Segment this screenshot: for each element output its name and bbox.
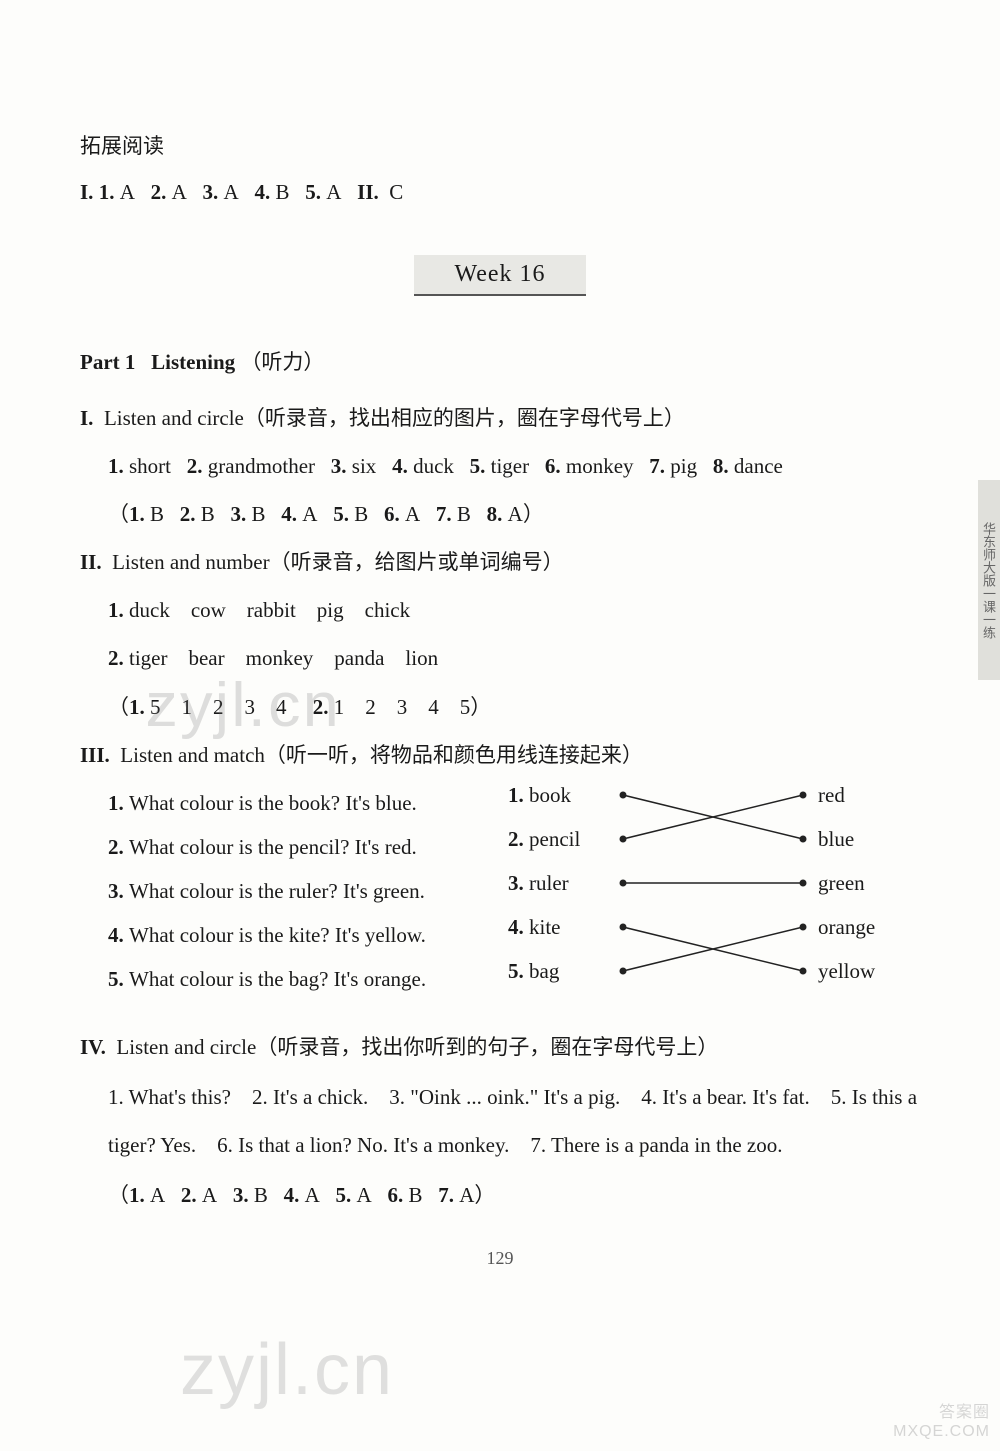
q3-match-diagram: 1. book 2. pencil 3. ruler 4. kite 5. bag red… xyxy=(508,781,898,1011)
q3-zh: （听一听，将物品和颜色用线连接起来） xyxy=(265,743,643,767)
q3-header: III. Listen and match（听一听，将物品和颜色用线连接起来） xyxy=(80,733,920,777)
match-left-label: 5. bag xyxy=(508,959,559,984)
ans-3n: 3. xyxy=(203,180,219,204)
roman-ii: II. xyxy=(357,180,379,204)
top-answers-line: I. 1. A 2. A 3. A 4. B 5. A II. C xyxy=(80,180,920,205)
q4-en: Listen and circle xyxy=(116,1035,256,1059)
part1-title: Part 1 Listening （听力） xyxy=(80,346,920,376)
ans-4v: B xyxy=(275,180,289,204)
q4-sentences: 1. What's this? 2. It's a chick. 3. "Oin… xyxy=(80,1073,920,1170)
q4-answers: （1. A 2. A 3. B 4. A 5. A 6. B 7. A） xyxy=(80,1173,920,1217)
q2-en: Listen and number xyxy=(112,550,269,574)
match-left-label: 4. kite xyxy=(508,915,561,940)
q4-roman: IV. xyxy=(80,1035,106,1059)
q2-line1: 1. duck cow rabbit pig chick xyxy=(80,588,920,632)
q1-roman: I. xyxy=(80,406,93,430)
q4-header: IV. Listen and circle（听录音，找出你听到的句子，圈在字母代… xyxy=(80,1025,920,1069)
part1-label: Part 1 xyxy=(80,350,135,374)
part1-zh: （听力） xyxy=(240,350,324,374)
q2-line2: 2. tiger bear monkey panda lion xyxy=(80,636,920,680)
match-left-label: 3. ruler xyxy=(508,871,569,896)
extended-reading-title: 拓展阅读 xyxy=(80,130,920,160)
q3-en: Listen and match xyxy=(120,743,265,767)
q3-sentences: 1. What colour is the book? It's blue. 2… xyxy=(108,781,478,1011)
match-left-label: 1. book xyxy=(508,783,571,808)
q2-zh: （听录音，给图片或单词编号） xyxy=(270,550,564,574)
part1-en: Listening xyxy=(151,350,235,374)
week-header: Week 16 xyxy=(80,255,920,296)
watermark-2: zyjl.cn xyxy=(180,1329,394,1411)
q1-words: 1. short 2. grandmother 3. six 4. duck 5… xyxy=(80,444,920,488)
ans-ii-v: C xyxy=(389,180,403,204)
q3-match-container: 1. What colour is the book? It's blue. 2… xyxy=(80,781,920,1011)
q2-roman: II. xyxy=(80,550,102,574)
q4-zh: （听录音，找出你听到的句子，圈在字母代号上） xyxy=(256,1035,718,1059)
ans-2n: 2. xyxy=(151,180,167,204)
ans-1n: 1. xyxy=(99,180,115,204)
match-right-label: green xyxy=(818,871,865,896)
week-label: Week 16 xyxy=(414,255,585,296)
ans-5v: A xyxy=(326,180,341,204)
page-container: 拓展阅读 I. 1. A 2. A 3. A 4. B 5. A II. C W… xyxy=(0,0,1000,1451)
side-tab: 华东师大版一课一练 xyxy=(978,480,1000,680)
match-left-label: 2. pencil xyxy=(508,827,580,852)
match-right-label: orange xyxy=(818,915,875,940)
ans-1v: A xyxy=(120,180,135,204)
q1-header: I. Listen and circle（听录音，找出相应的图片，圈在字母代号上… xyxy=(80,396,920,440)
q3-roman: III. xyxy=(80,743,110,767)
q2-header: II. Listen and number（听录音，给图片或单词编号） xyxy=(80,540,920,584)
match-right-label: red xyxy=(818,783,845,808)
q1-zh: （听录音，找出相应的图片，圈在字母代号上） xyxy=(244,406,685,430)
match-right-label: yellow xyxy=(818,959,875,984)
roman-i: I. xyxy=(80,180,93,204)
corner-brand: 答案圈 MXQE.COM xyxy=(893,1403,990,1441)
ans-2v: A xyxy=(172,180,187,204)
ans-4n: 4. xyxy=(254,180,270,204)
ans-5n: 5. xyxy=(305,180,321,204)
page-number: 129 xyxy=(80,1248,920,1269)
match-right-label: blue xyxy=(818,827,854,852)
q1-answers: （1. B 2. B 3. B 4. A 5. B 6. A 7. B 8. A… xyxy=(80,492,920,536)
ans-3v: A xyxy=(224,180,239,204)
q1-en: Listen and circle xyxy=(104,406,244,430)
q2-answers: （1. 5 1 2 3 4 2. 1 2 3 4 5） xyxy=(80,685,920,729)
